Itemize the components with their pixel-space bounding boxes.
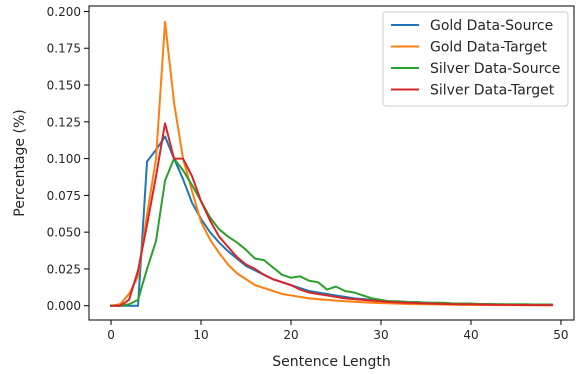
y-tick-label: 0.125 bbox=[47, 115, 81, 129]
x-tick-label: 40 bbox=[463, 328, 478, 342]
x-tick-label: 10 bbox=[193, 328, 208, 342]
x-tick-label: 0 bbox=[107, 328, 115, 342]
y-tick-label: 0.200 bbox=[47, 5, 81, 19]
x-tick-label: 50 bbox=[553, 328, 568, 342]
y-tick-label: 0.050 bbox=[47, 226, 81, 240]
plot-frame bbox=[88, 5, 575, 321]
series-line-3 bbox=[110, 157, 553, 307]
x-tick-label: 30 bbox=[373, 328, 388, 342]
y-axis-label: Percentage (%) bbox=[12, 109, 28, 216]
x-axis: 0 10 20 30 40 50 bbox=[107, 320, 569, 342]
legend: Gold Data-Source Gold Data-Target Silver D… bbox=[382, 11, 569, 107]
y-tick-label: 0.025 bbox=[47, 262, 81, 276]
y-tick-label: 0.075 bbox=[47, 189, 81, 203]
y-tick-label: 0.100 bbox=[47, 152, 81, 166]
y-tick-label: 0.150 bbox=[47, 79, 81, 93]
legend-label-4: Silver Data-Target bbox=[430, 83, 555, 99]
series-layer bbox=[109, 20, 553, 307]
x-axis-label: Sentence Length bbox=[272, 354, 390, 370]
y-axis: 0.000 0.025 0.050 0.075 0.100 0.125 0.150 0.175… bbox=[47, 5, 89, 313]
legend-box bbox=[382, 11, 569, 107]
y-tick-label: 0.000 bbox=[47, 299, 81, 313]
y-tick-label: 0.175 bbox=[47, 42, 81, 56]
series-line-4 bbox=[110, 122, 553, 307]
x-tick-label: 20 bbox=[283, 328, 298, 342]
legend-label-3: Silver Data-Source bbox=[430, 61, 560, 77]
legend-label-2: Gold Data-Target bbox=[430, 40, 548, 56]
legend-label-1: Gold Data-Source bbox=[430, 18, 553, 34]
